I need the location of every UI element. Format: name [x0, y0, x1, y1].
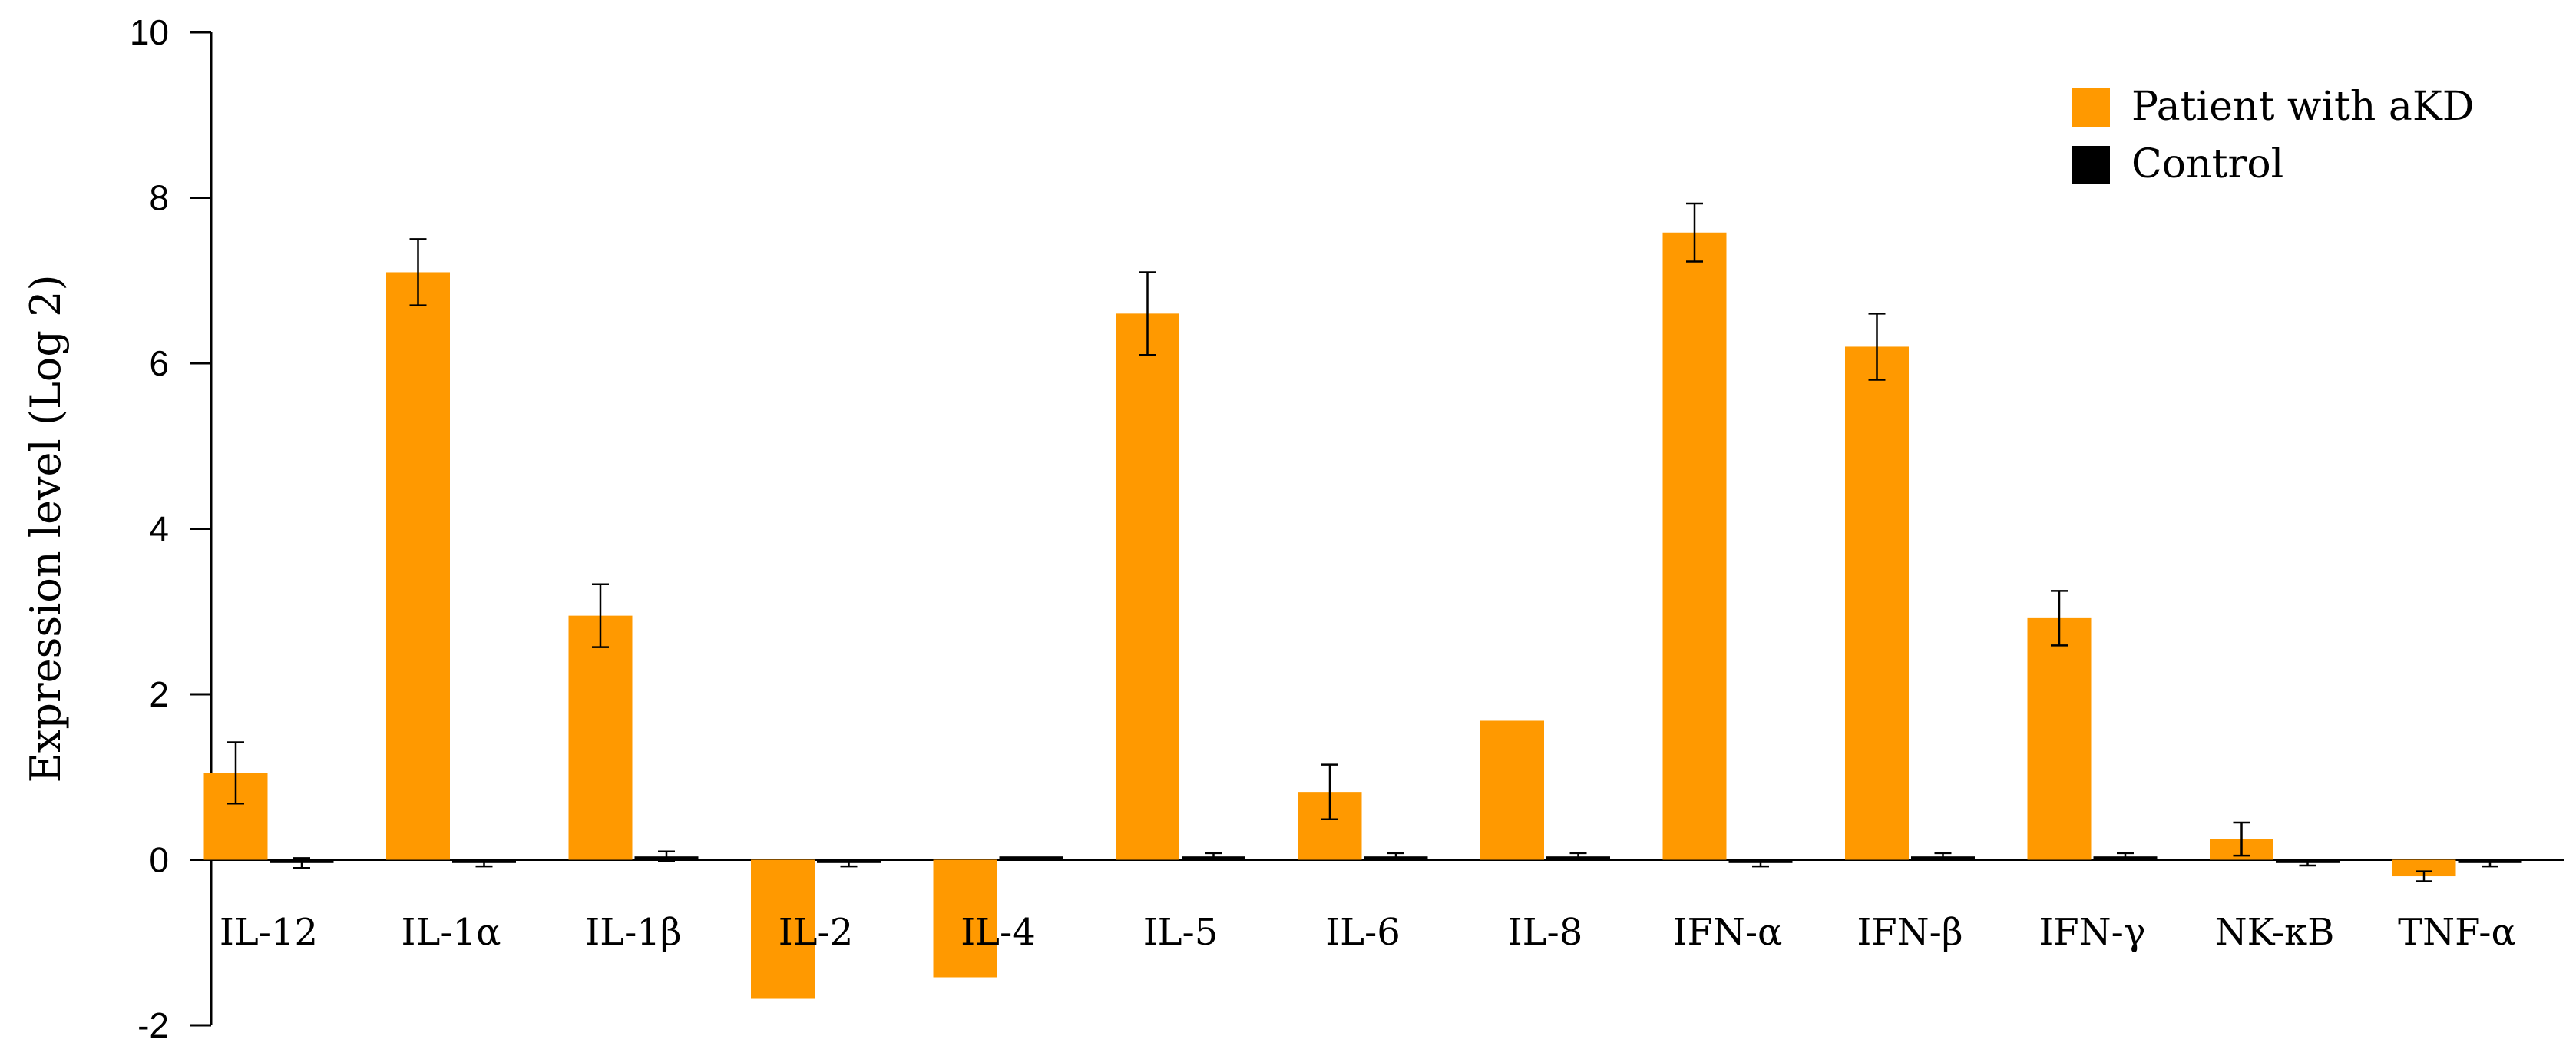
error-bars	[227, 202, 2498, 882]
bar-patient-8	[1662, 232, 1727, 860]
bar-patient-9	[1845, 346, 1909, 860]
y-tick-label: 2	[149, 674, 169, 714]
bar-patient-3	[751, 859, 815, 999]
y-axis-title: Expression level (Log 2)	[21, 274, 70, 783]
category-label: IFN-α	[1673, 911, 1783, 954]
y-tick-label: 4	[149, 509, 169, 549]
category-label: IL-12	[220, 911, 318, 954]
bar-patient-2	[568, 615, 633, 860]
category-label: IFN-γ	[2039, 911, 2145, 954]
category-label: IL-6	[1325, 911, 1400, 954]
legend: Patient with aKD Control	[2072, 84, 2474, 187]
legend-swatch-1	[2072, 146, 2110, 184]
category-label: NK-κB	[2215, 911, 2335, 954]
legend-label-1: Control	[2131, 141, 2283, 187]
category-label: IL-8	[1508, 911, 1583, 954]
bar-patient-1	[386, 272, 450, 860]
y-tick-label: 0	[149, 840, 169, 880]
bar-patient-7	[1480, 720, 1544, 860]
y-tick-label: 6	[149, 343, 169, 383]
legend-swatch-0	[2072, 88, 2110, 127]
bars	[203, 232, 2522, 999]
category-label: TNF-α	[2398, 911, 2516, 954]
y-tick-label: 10	[130, 12, 169, 52]
y-tick-label: 8	[149, 178, 169, 218]
category-label: IL-4	[961, 911, 1036, 954]
category-labels: IL-12 IL-1α IL-1β IL-2 IL-4 IL-5 IL-6 IL-8 IFN-α…	[220, 911, 2516, 954]
category-label: IL-5	[1143, 911, 1219, 954]
bar-patient-4	[933, 859, 997, 978]
category-label: IL-1β	[585, 911, 681, 954]
bar-control-4	[999, 856, 1063, 860]
bar-patient-10	[2027, 617, 2092, 860]
y-tick-label: -2	[137, 1005, 169, 1045]
category-label: IL-2	[779, 911, 854, 954]
category-label: IL-1α	[401, 911, 501, 954]
legend-label-0: Patient with aKD	[2131, 84, 2474, 130]
bar-patient-5	[1116, 313, 1179, 860]
bar-patient-12	[2392, 859, 2456, 877]
category-label: IFN-β	[1857, 911, 1963, 954]
